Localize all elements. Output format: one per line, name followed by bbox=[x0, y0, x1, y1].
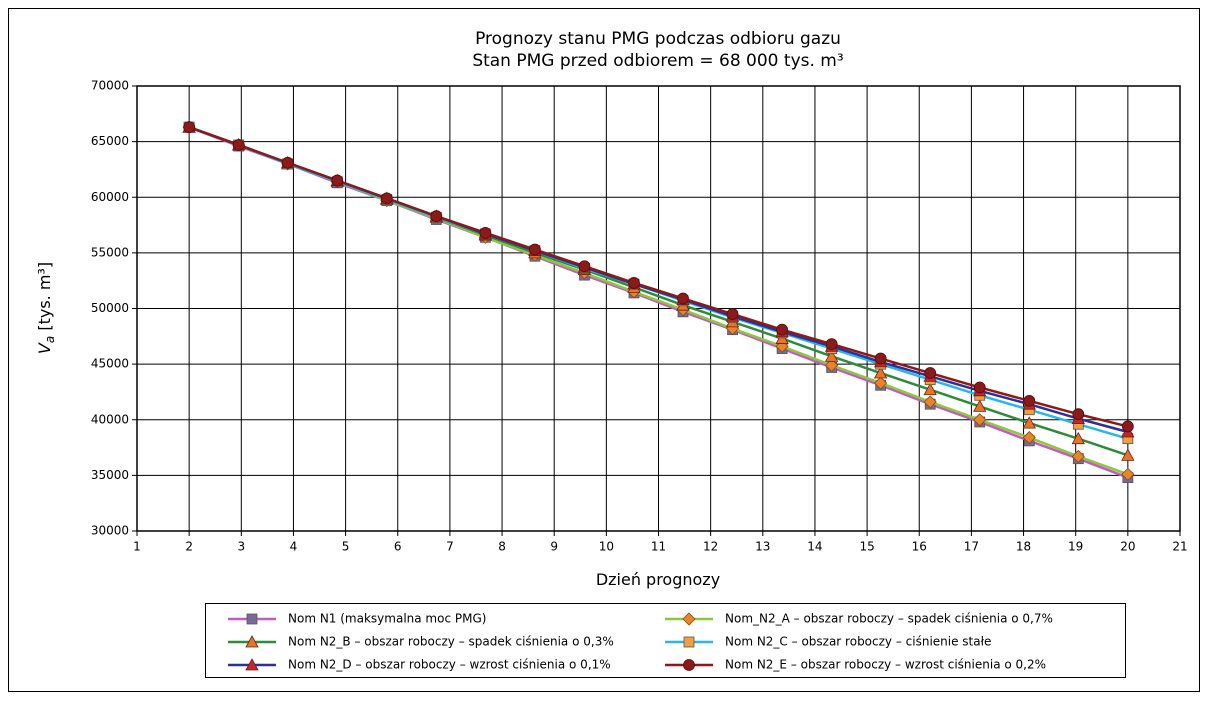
chart-subtitle: Stan PMG przed odbiorem = 68 000 tys. m³ bbox=[472, 51, 843, 71]
legend-label: Nom_N2_A – obszar roboczy – spadek ciśni… bbox=[725, 612, 1053, 626]
x-tick-label: 10 bbox=[599, 540, 614, 554]
marker bbox=[578, 260, 591, 273]
marker bbox=[1121, 420, 1134, 433]
marker bbox=[529, 243, 541, 256]
x-tick-label: 8 bbox=[498, 540, 506, 554]
legend-label: Nom N2_D – obszar roboczy – wzrost ciśni… bbox=[288, 658, 611, 672]
x-tick-label: 9 bbox=[550, 540, 558, 554]
y-tick-label: 30000 bbox=[91, 524, 129, 538]
chart-title: Prognozy stanu PMG podczas odbioru gazu bbox=[475, 29, 841, 49]
marker bbox=[245, 635, 259, 648]
y-tick-label: 70000 bbox=[91, 79, 129, 93]
marker bbox=[1072, 408, 1085, 421]
x-tick-label: 2 bbox=[185, 540, 193, 554]
marker bbox=[677, 292, 689, 305]
x-tick-label: 21 bbox=[1172, 540, 1187, 554]
marker bbox=[1121, 448, 1135, 461]
y-tick-label: 65000 bbox=[91, 134, 129, 148]
x-tick-label: 1 bbox=[133, 540, 141, 554]
marker bbox=[628, 277, 640, 289]
legend-label: Nom N2_B – obszar roboczy – spadek ciśni… bbox=[288, 635, 614, 649]
marker bbox=[1121, 467, 1135, 481]
legend-label: Nom N2_E – obszar roboczy – wzrost ciśni… bbox=[725, 658, 1046, 672]
marker bbox=[331, 174, 344, 187]
marker bbox=[824, 349, 839, 362]
marker bbox=[874, 352, 887, 365]
marker bbox=[825, 338, 838, 351]
marker bbox=[232, 139, 245, 151]
y-label-subscript: a bbox=[43, 336, 57, 343]
series-line bbox=[188, 125, 1129, 428]
plot-border bbox=[136, 85, 1181, 532]
x-tick-label: 4 bbox=[290, 540, 298, 554]
y-tick-label: 50000 bbox=[91, 301, 129, 315]
marker bbox=[1022, 430, 1036, 445]
x-tick-label: 12 bbox=[703, 540, 718, 554]
marker bbox=[973, 413, 987, 427]
marker bbox=[924, 367, 937, 379]
legend-label: Nom N1 (maksymalna moc PMG) bbox=[288, 612, 486, 626]
x-tick-label: 13 bbox=[755, 540, 770, 554]
x-tick-label: 6 bbox=[394, 540, 402, 554]
x-tick-label: 17 bbox=[964, 540, 979, 554]
marker bbox=[683, 636, 695, 648]
legend-label: Nom N2_C – obszar roboczy – ciśnienie st… bbox=[725, 635, 991, 649]
marker bbox=[479, 226, 492, 239]
marker bbox=[726, 308, 739, 320]
marker bbox=[825, 358, 839, 372]
marker bbox=[430, 210, 443, 223]
marker bbox=[776, 323, 788, 336]
marker bbox=[1071, 431, 1085, 445]
marker bbox=[682, 612, 696, 626]
y-tick-label: 45000 bbox=[91, 357, 129, 371]
x-tick-label: 14 bbox=[807, 540, 822, 554]
x-tick-label: 7 bbox=[446, 540, 454, 554]
x-axis-label: Dzień prognozy bbox=[596, 570, 720, 589]
marker bbox=[923, 382, 937, 396]
y-label-unit: [tys. m³] bbox=[35, 262, 54, 336]
x-tick-label: 19 bbox=[1068, 540, 1083, 554]
marker bbox=[923, 395, 937, 409]
x-tick-label: 5 bbox=[342, 540, 350, 554]
y-tick-label: 55000 bbox=[91, 245, 129, 259]
x-tick-label: 20 bbox=[1120, 540, 1135, 554]
x-tick-label: 16 bbox=[912, 540, 927, 554]
y-tick-label: 60000 bbox=[91, 190, 129, 204]
marker bbox=[873, 366, 888, 379]
marker bbox=[1022, 416, 1036, 429]
x-tick-label: 18 bbox=[1016, 540, 1031, 554]
marker bbox=[1071, 449, 1085, 464]
y-tick-label: 40000 bbox=[91, 412, 129, 426]
y-label-symbol: V bbox=[35, 342, 54, 354]
marker bbox=[246, 613, 258, 625]
marker bbox=[183, 121, 196, 134]
marker bbox=[1023, 394, 1036, 407]
marker bbox=[874, 376, 888, 390]
marker bbox=[281, 156, 294, 169]
y-axis-label: Va [tys. m³] bbox=[35, 262, 57, 354]
x-tick-label: 15 bbox=[859, 540, 874, 554]
x-tick-label: 3 bbox=[237, 540, 245, 554]
y-tick-label: 35000 bbox=[91, 468, 129, 482]
marker bbox=[973, 381, 986, 394]
marker bbox=[380, 192, 393, 205]
marker bbox=[683, 659, 695, 671]
marker bbox=[245, 658, 259, 671]
marker bbox=[973, 399, 987, 412]
x-tick-label: 11 bbox=[651, 540, 666, 554]
